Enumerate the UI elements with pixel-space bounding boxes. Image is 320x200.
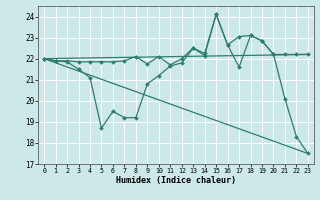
X-axis label: Humidex (Indice chaleur): Humidex (Indice chaleur) xyxy=(116,176,236,185)
